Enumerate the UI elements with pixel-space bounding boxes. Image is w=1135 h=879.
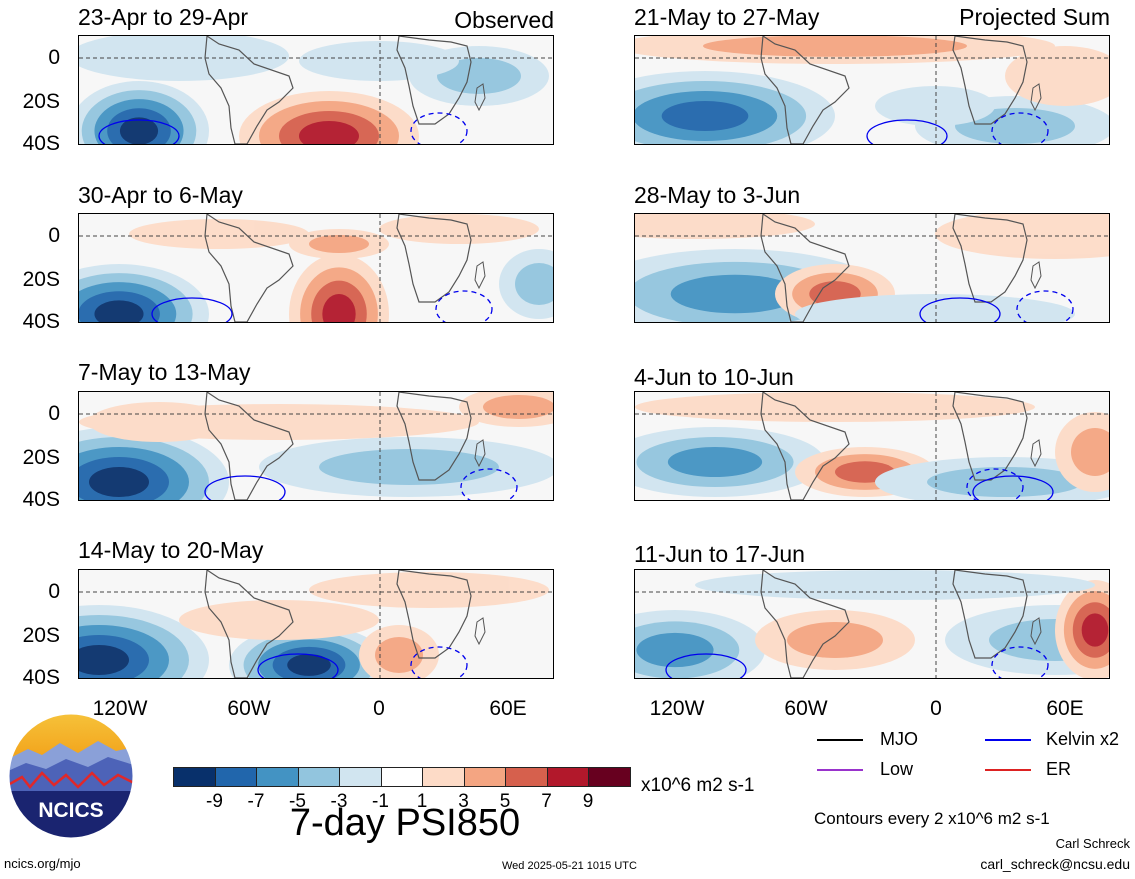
er-line-sample: [985, 769, 1031, 771]
colorbar-cell: [505, 767, 548, 787]
lon-tick: 0: [930, 697, 942, 720]
colorbar-label: -1: [372, 791, 389, 812]
lon-tick: 0: [373, 697, 385, 720]
colorbar-cell: [339, 767, 382, 787]
panel-title-1: 23-Apr to 29-Apr: [78, 4, 249, 30]
colorbar-cell: [422, 767, 465, 787]
lat-tick: 0: [48, 224, 60, 247]
colorbar-label: 7: [541, 791, 552, 812]
lon-tick: 60W: [784, 697, 828, 720]
mjo-line-sample: [817, 739, 863, 741]
colorbar-cell: [256, 767, 299, 787]
lat-tick: 40S: [22, 488, 60, 511]
lat-tick: 20S: [22, 446, 60, 469]
projected-label: Projected Sum: [959, 4, 1110, 30]
colorbar-label: 1: [416, 791, 428, 812]
colorbar-label: 3: [458, 791, 469, 812]
colorbar-label: -3: [330, 791, 348, 812]
lat-tick: 0: [48, 402, 60, 425]
legend-er: ER: [1046, 759, 1072, 779]
colorbar-cell: [546, 767, 589, 787]
colorbar-cell: [380, 767, 423, 787]
lat-tick: 20S: [22, 624, 60, 647]
lon-tick: 60E: [489, 697, 527, 720]
low-line-sample: [817, 769, 863, 771]
colorbar-cell: [214, 767, 257, 787]
lon-tick: 60W: [227, 697, 271, 720]
map-panel: [634, 213, 1110, 323]
colorbar-cell: [173, 767, 216, 787]
footer-url[interactable]: ncics.org/mjo: [4, 856, 81, 871]
colorbar-units: x10^6 m2 s-1: [641, 775, 755, 796]
lat-tick: 20S: [22, 268, 60, 291]
map-panel: [78, 213, 554, 323]
lat-tick: 40S: [22, 666, 60, 689]
map-panel: [78, 569, 554, 679]
lon-tick: 120W: [649, 697, 705, 720]
map-panel: [634, 391, 1110, 501]
lat-tick: 0: [48, 46, 60, 69]
map-panel: [78, 391, 554, 501]
ncics-logo: NCICS: [8, 713, 134, 839]
colorbar-cell: [463, 767, 506, 787]
footer-author: Carl Schreck: [1055, 836, 1130, 851]
logo-text: NCICS: [38, 799, 103, 822]
footer-email[interactable]: carl_schreck@ncsu.edu: [980, 856, 1130, 872]
map-panel: [78, 35, 554, 145]
panel-title-8: 11-Jun to 17-Jun: [634, 541, 805, 567]
panel-title-2: 30-Apr to 6-May: [78, 182, 243, 208]
plot-title: 7-day PSI850: [289, 802, 521, 844]
map-panel: [634, 569, 1110, 679]
colorbar-label: -9: [206, 791, 223, 812]
map-panel: [634, 35, 1110, 145]
colorbar-label: 9: [582, 791, 594, 812]
colorbar-label: -7: [247, 791, 265, 812]
legend-mjo: MJO: [880, 729, 918, 749]
lat-tick: 40S: [22, 310, 60, 333]
colorbar-label: -5: [289, 791, 306, 812]
lat-tick: 40S: [22, 132, 60, 155]
legend-kelvin: Kelvin x2: [1046, 729, 1120, 749]
colorbar-cell: [588, 767, 631, 787]
colorbar-cell: [297, 767, 340, 787]
lon-tick: 120W: [92, 697, 148, 720]
panel-title-4: 14-May to 20-May: [78, 537, 264, 563]
panel-title-6: 28-May to 3-Jun: [634, 182, 801, 208]
footer-timestamp: Wed 2025-05-21 1015 UTC: [502, 860, 637, 872]
lat-tick: 0: [48, 580, 60, 603]
observed-label: Observed: [454, 7, 554, 33]
lon-tick: 60E: [1046, 697, 1084, 720]
colorbar-label: 5: [499, 791, 511, 812]
contour-note: Contours every 2 x10^6 m2 s-1: [814, 809, 1050, 828]
panel-title-5: 21-May to 27-May: [634, 4, 820, 30]
lat-tick: 20S: [22, 90, 60, 113]
kelvin-line-sample: [985, 739, 1031, 741]
panel-title-3: 7-May to 13-May: [78, 359, 251, 385]
legend-low: Low: [880, 759, 914, 779]
panel-title-7: 4-Jun to 10-Jun: [634, 364, 794, 390]
